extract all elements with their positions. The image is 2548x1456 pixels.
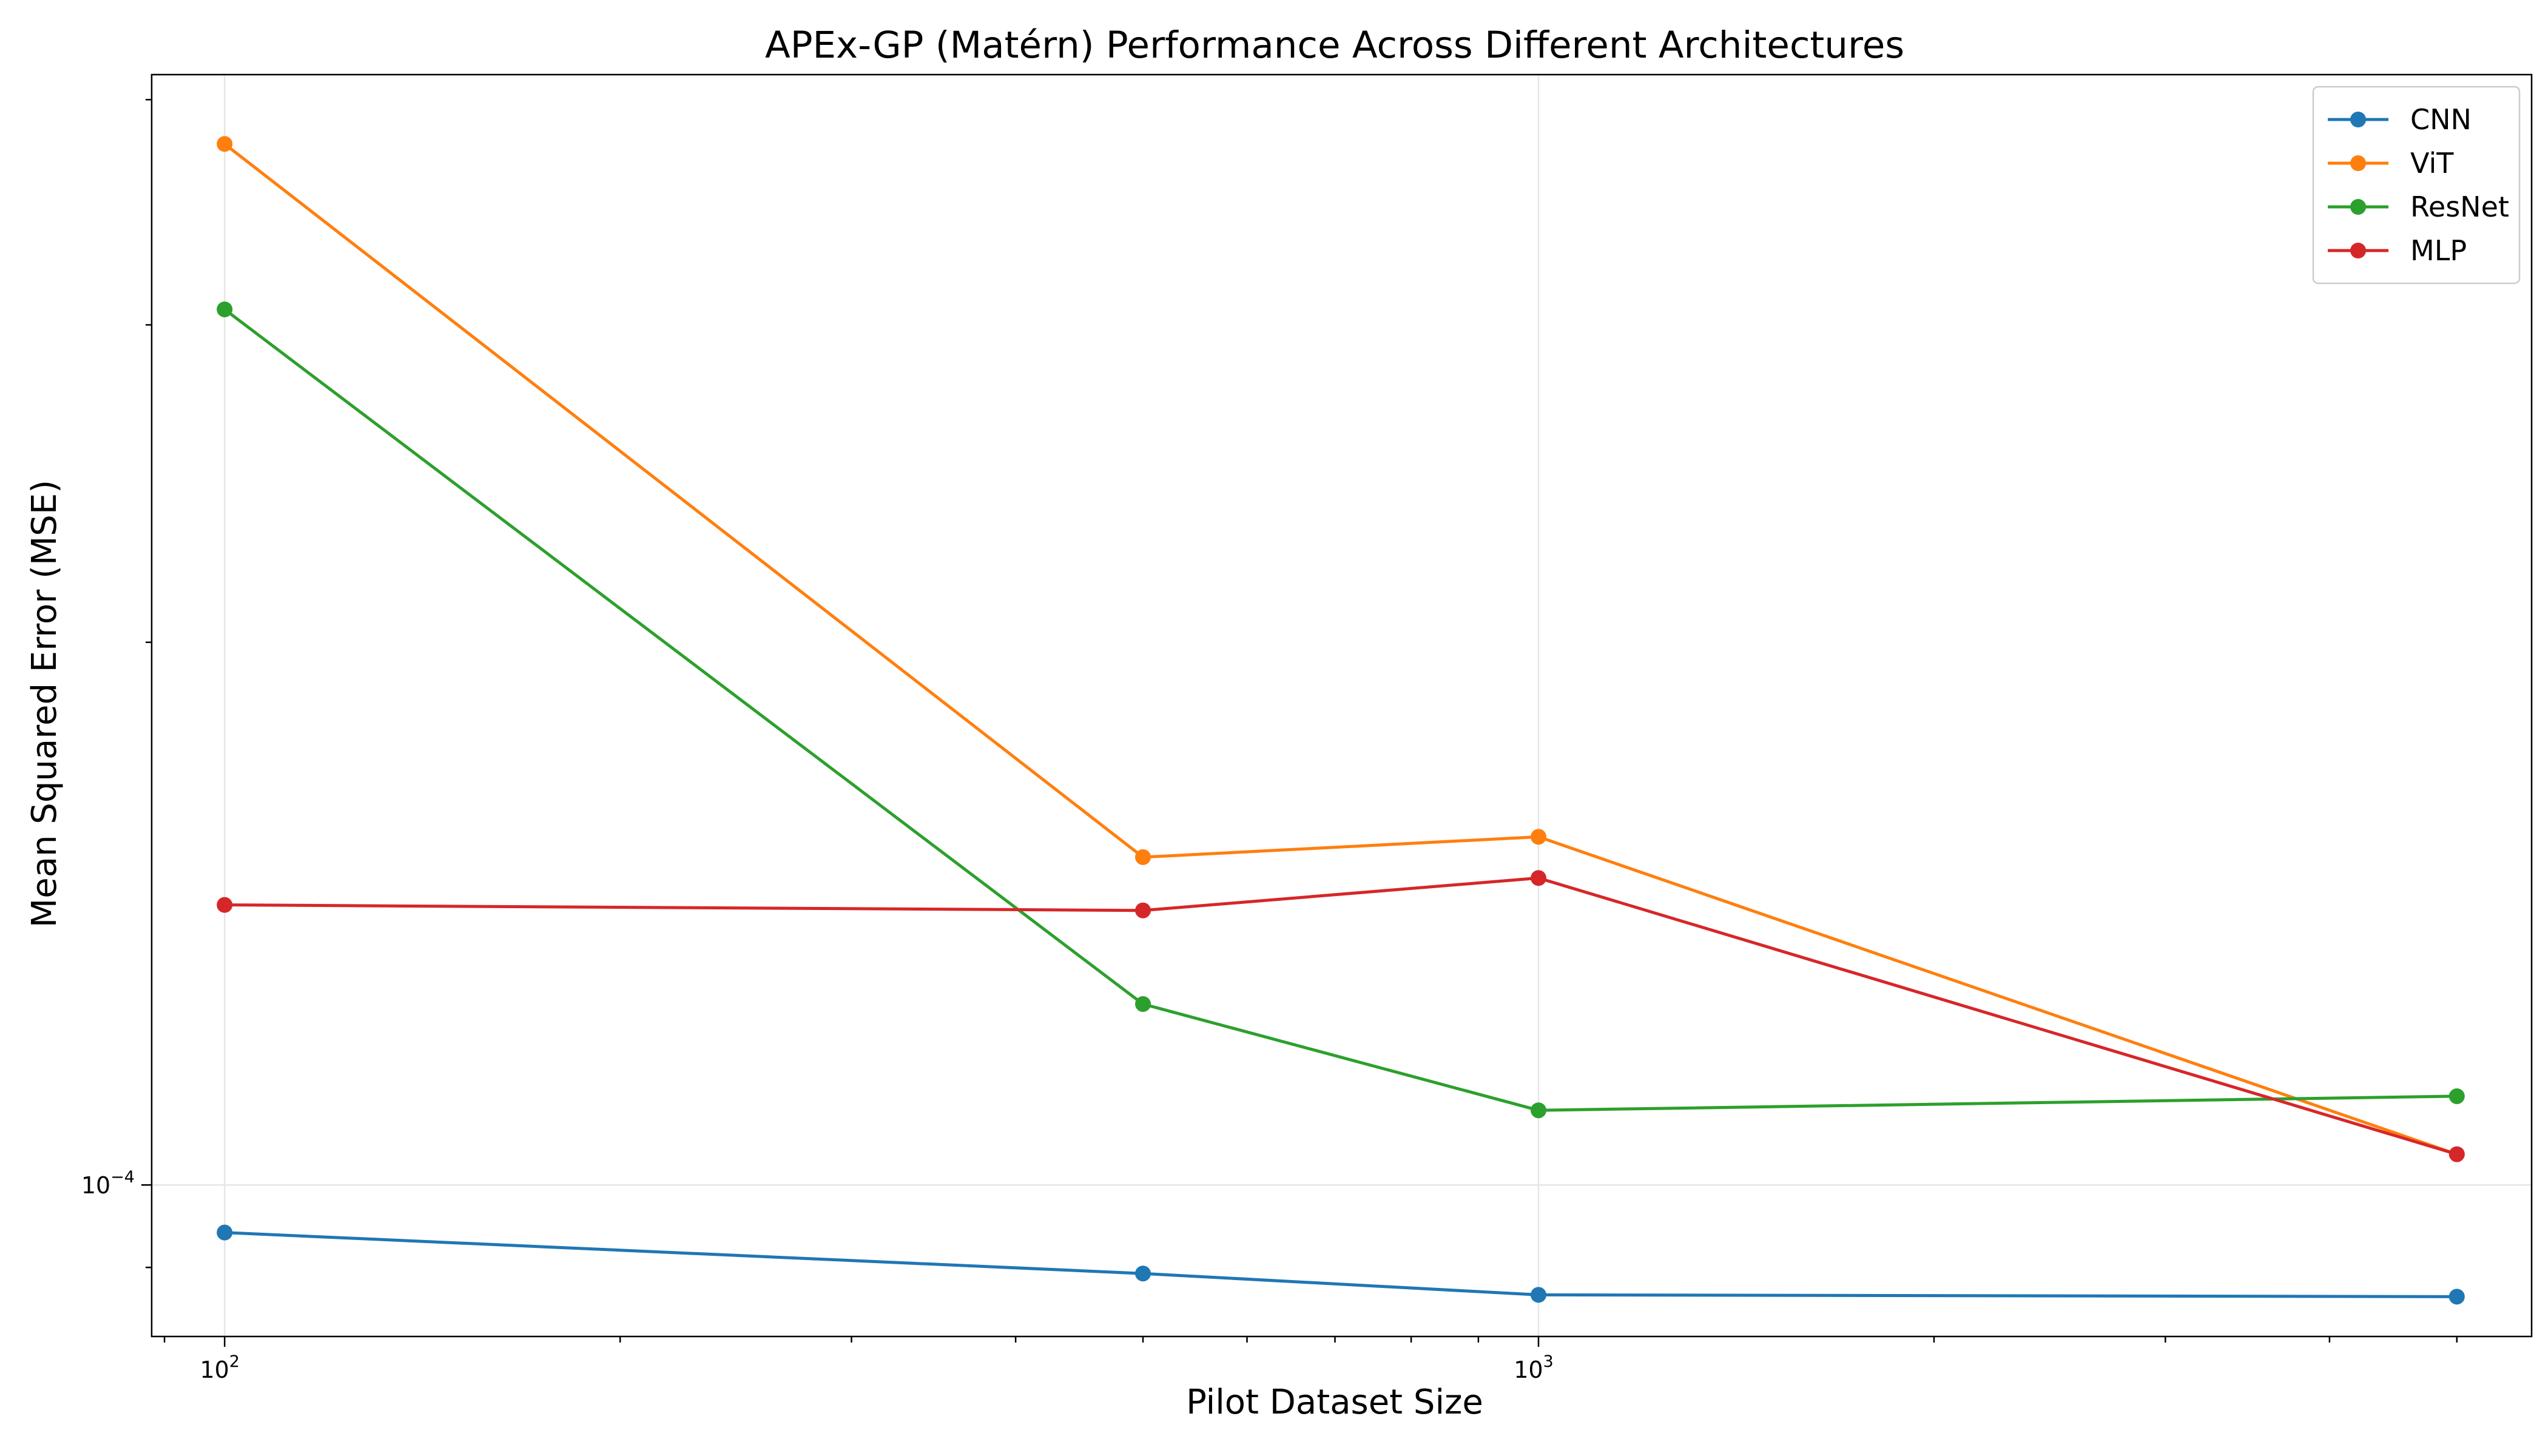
x-tick-label: 103	[1514, 1352, 1554, 1383]
x-tick-label: 102	[200, 1352, 240, 1383]
legend-item-resnet: ResNet	[2328, 190, 2509, 223]
legend-label-mlp: MLP	[2410, 234, 2467, 267]
legend-marker-cnn	[2350, 112, 2366, 127]
legend-item-mlp: MLP	[2328, 234, 2467, 267]
data-point-resnet	[2449, 1088, 2465, 1104]
data-point-mlp	[1135, 902, 1151, 918]
legend-box	[2312, 86, 2521, 285]
legend-marker-vit	[2350, 155, 2366, 171]
series-line-vit	[223, 143, 2458, 1156]
data-point-cnn	[1135, 1266, 1151, 1282]
data-point-resnet	[217, 301, 233, 317]
data-point-vit	[1135, 849, 1151, 865]
legend-marker-mlp	[2350, 243, 2366, 258]
y-axis-label: Mean Squared Error (MSE)	[25, 480, 64, 928]
x-axis-label: Pilot Dataset Size	[1186, 1383, 1483, 1422]
data-point-vit	[217, 136, 233, 152]
data-point-vit	[1530, 829, 1546, 845]
data-point-mlp	[2449, 1146, 2465, 1162]
series-line-mlp	[224, 876, 2458, 1156]
data-point-cnn	[217, 1224, 233, 1241]
series-line-resnet	[223, 308, 2457, 1112]
data-point-cnn	[2449, 1289, 2465, 1305]
plot-frame	[150, 73, 2533, 1338]
legend-label-vit: ViT	[2410, 147, 2454, 180]
data-point-mlp	[217, 897, 233, 913]
series-resnet	[217, 301, 2465, 1119]
data-point-cnn	[1530, 1287, 1546, 1303]
series-mlp	[217, 870, 2465, 1162]
data-point-resnet	[1530, 1102, 1546, 1119]
legend-label-cnn: CNN	[2410, 103, 2472, 136]
chart-title: APEx-GP (Matérn) Performance Across Diff…	[765, 24, 1904, 67]
series-line-cnn	[224, 1231, 2457, 1298]
series-vit	[217, 136, 2465, 1162]
legend-label-resnet: ResNet	[2410, 190, 2509, 223]
legend: CNN ViT ResNet MLP	[2312, 86, 2521, 285]
series-layer	[217, 136, 2465, 1305]
series-cnn	[217, 1224, 2465, 1305]
legend-marker-resnet	[2350, 199, 2366, 215]
legend-item-vit: ViT	[2328, 147, 2454, 180]
data-point-mlp	[1530, 870, 1546, 886]
data-point-resnet	[1135, 996, 1151, 1012]
legend-item-cnn: CNN	[2328, 103, 2472, 136]
y-tick-label: 10−4	[81, 1168, 135, 1199]
y-axis-ticks: 10−4	[81, 1168, 152, 1199]
minor-ticks	[146, 99, 2458, 1343]
x-axis-ticks: 102 103	[200, 1336, 1554, 1383]
grid	[152, 75, 2532, 1336]
